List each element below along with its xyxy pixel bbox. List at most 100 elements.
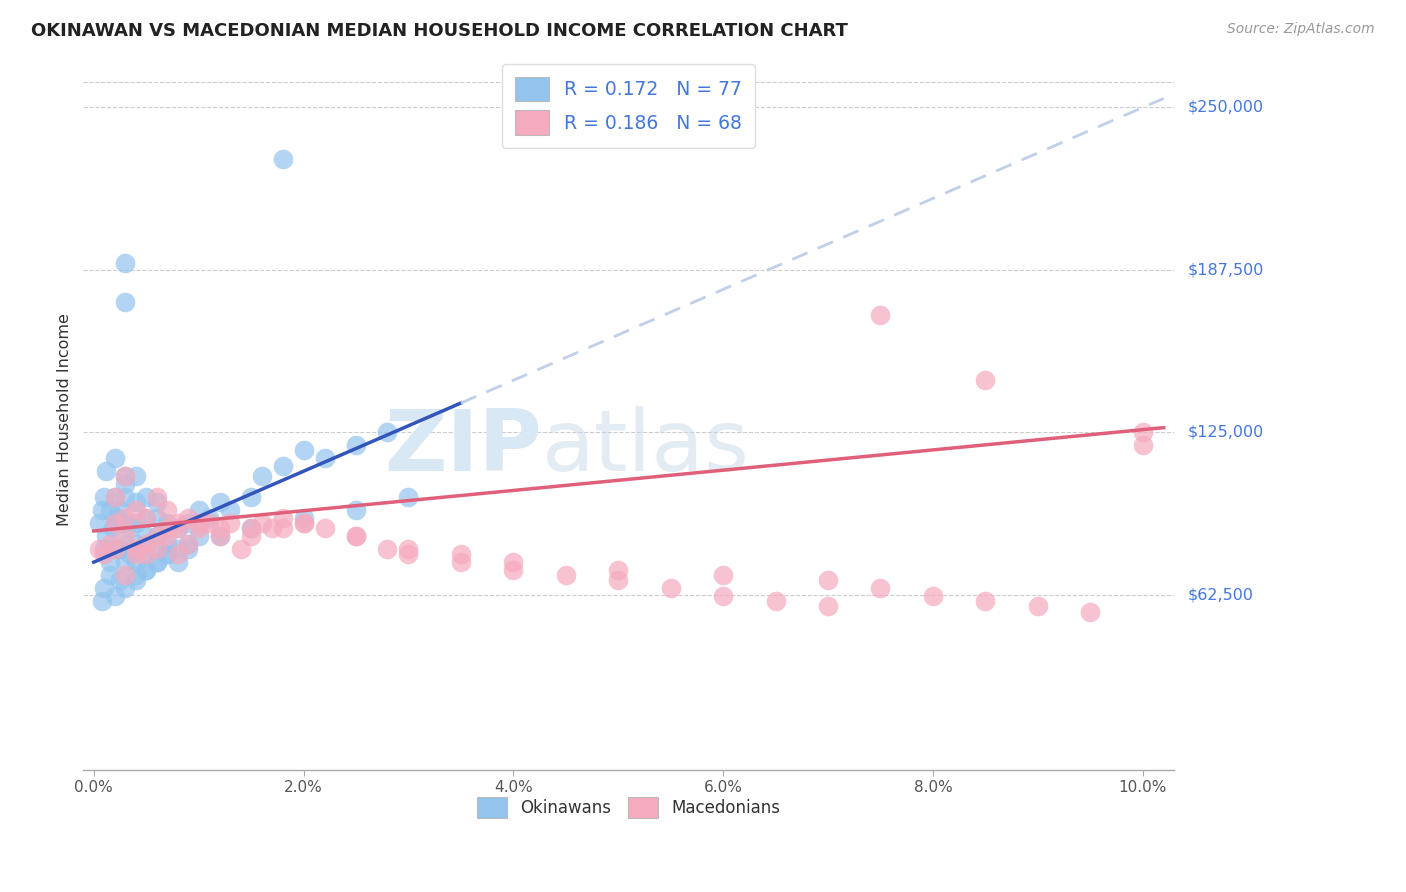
Point [145, 529, 167, 543]
Point [344, 529, 367, 543]
Point [240, 521, 263, 535]
Point [229, 542, 252, 557]
Point [114, 511, 136, 525]
Point [104, 490, 127, 504]
Point [187, 516, 209, 531]
Point [87, 516, 110, 531]
Point [711, 589, 734, 603]
Point [502, 563, 524, 577]
Point [219, 516, 242, 531]
Point [125, 469, 148, 483]
Point [198, 511, 221, 525]
Point [156, 537, 179, 551]
Point [198, 516, 221, 531]
Point [219, 503, 242, 517]
Text: ZIP: ZIP [384, 406, 541, 489]
Point [292, 511, 315, 525]
Point [114, 469, 136, 483]
Point [292, 516, 315, 531]
Point [659, 581, 682, 595]
Point [135, 563, 157, 577]
Point [208, 495, 231, 509]
Text: $187,500: $187,500 [1188, 262, 1264, 277]
Point [135, 537, 157, 551]
Point [125, 516, 148, 531]
Point [135, 547, 157, 561]
Point [104, 516, 127, 531]
Point [125, 503, 148, 517]
Point [93, 542, 115, 557]
Point [101, 521, 124, 535]
Point [344, 529, 367, 543]
Point [114, 555, 136, 569]
Point [98, 568, 121, 582]
Point [166, 521, 188, 535]
Point [1132, 425, 1154, 440]
Point [156, 547, 179, 561]
Point [93, 547, 115, 561]
Point [98, 555, 121, 569]
Point [98, 537, 121, 551]
Text: $250,000: $250,000 [1188, 100, 1264, 115]
Point [869, 309, 891, 323]
Point [105, 511, 128, 525]
Point [166, 521, 188, 535]
Point [145, 495, 167, 509]
Point [145, 555, 167, 569]
Point [145, 490, 167, 504]
Point [114, 568, 136, 582]
Point [120, 521, 142, 535]
Point [104, 516, 127, 531]
Point [344, 438, 367, 452]
Point [108, 542, 131, 557]
Text: OKINAWAN VS MACEDONIAN MEDIAN HOUSEHOLD INCOME CORRELATION CHART: OKINAWAN VS MACEDONIAN MEDIAN HOUSEHOLD … [31, 22, 848, 40]
Point [398, 547, 420, 561]
Point [104, 542, 127, 557]
Point [607, 563, 630, 577]
Point [271, 458, 294, 473]
Point [974, 373, 997, 387]
Point [398, 490, 420, 504]
Point [93, 490, 115, 504]
Point [135, 563, 157, 577]
Point [377, 425, 399, 440]
Point [145, 511, 167, 525]
Point [98, 503, 121, 517]
Text: $125,000: $125,000 [1188, 425, 1264, 440]
Point [125, 547, 148, 561]
Point [187, 503, 209, 517]
Point [156, 547, 179, 561]
Point [145, 542, 167, 557]
Point [292, 443, 315, 458]
Point [120, 547, 142, 561]
Point [135, 490, 157, 504]
Point [271, 511, 294, 525]
Point [869, 581, 891, 595]
Point [554, 568, 576, 582]
Point [1132, 438, 1154, 452]
Point [125, 495, 148, 509]
Point [125, 574, 148, 588]
Point [208, 529, 231, 543]
Point [87, 542, 110, 557]
Point [177, 516, 200, 531]
Point [114, 581, 136, 595]
Point [129, 542, 152, 557]
Point [187, 529, 209, 543]
Point [377, 36, 399, 50]
Point [135, 547, 157, 561]
Point [104, 451, 127, 466]
Point [177, 537, 200, 551]
Point [96, 529, 118, 543]
Point [156, 529, 179, 543]
Text: Source: ZipAtlas.com: Source: ZipAtlas.com [1227, 22, 1375, 37]
Point [104, 490, 127, 504]
Y-axis label: Median Household Income: Median Household Income [58, 313, 72, 525]
Point [145, 555, 167, 569]
Point [1078, 605, 1101, 619]
Point [114, 516, 136, 531]
Point [314, 521, 336, 535]
Point [240, 490, 263, 504]
Point [177, 537, 200, 551]
Point [156, 521, 179, 535]
